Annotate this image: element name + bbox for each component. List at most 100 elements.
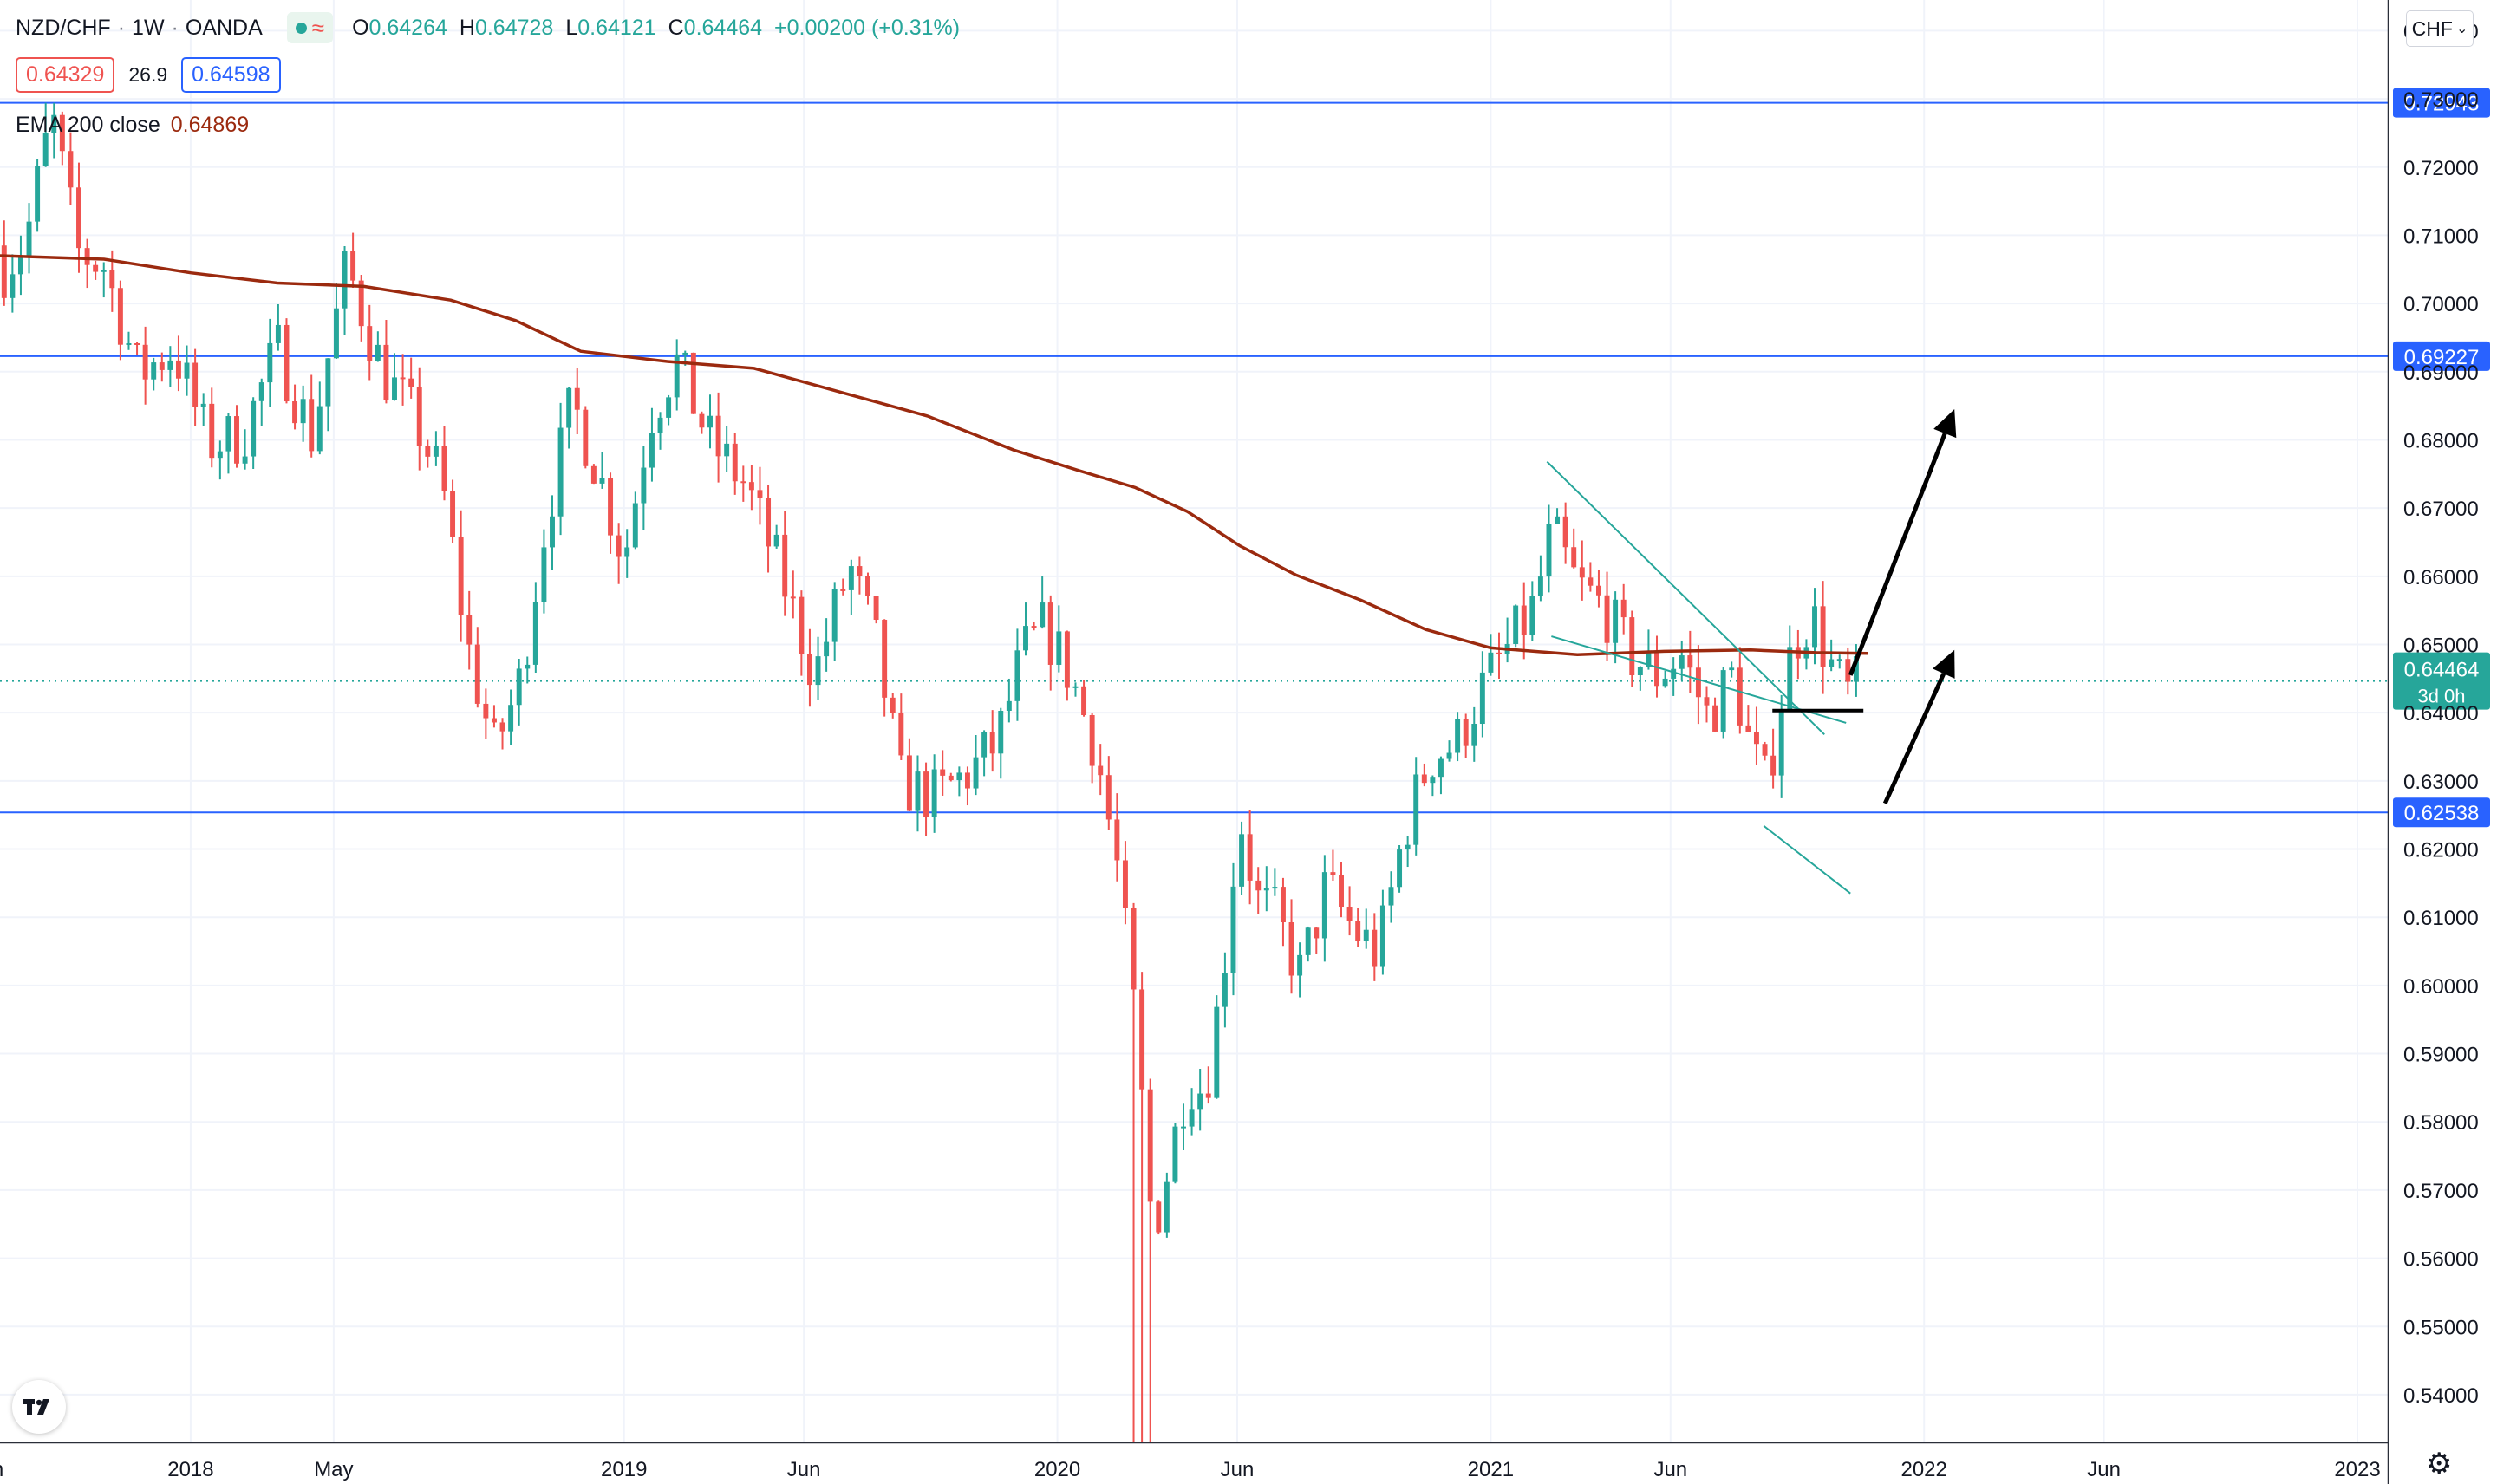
candle-down bbox=[142, 344, 148, 380]
arrow-head bbox=[1933, 409, 1957, 439]
candle-down bbox=[715, 415, 721, 457]
candle-up bbox=[641, 467, 647, 504]
buy-price-button[interactable]: 0.64598 bbox=[181, 57, 281, 93]
candle-up bbox=[1836, 659, 1842, 661]
candle-up bbox=[1646, 652, 1652, 667]
candle-down bbox=[948, 775, 954, 781]
candle-up bbox=[973, 757, 979, 789]
candle-up bbox=[10, 274, 16, 298]
candle-up bbox=[375, 344, 381, 361]
candle-down bbox=[1571, 547, 1577, 568]
candle-up bbox=[1812, 606, 1817, 648]
candle-down bbox=[1372, 929, 1378, 967]
candle-up bbox=[931, 769, 937, 817]
candle-down bbox=[898, 713, 904, 756]
price-tick-label: 0.67000 bbox=[2403, 498, 2479, 521]
arrow-shaft bbox=[1848, 433, 1947, 676]
candle-up bbox=[1189, 1109, 1195, 1127]
candle-up bbox=[151, 362, 157, 380]
bid-ask-row: 0.64329 26.9 0.64598 bbox=[16, 57, 281, 93]
bar-countdown-label: 3d 0h bbox=[2417, 686, 2465, 707]
candle-up bbox=[1513, 605, 1519, 644]
symbol-name[interactable]: NZD/CHF bbox=[16, 15, 111, 40]
candle-down bbox=[284, 324, 290, 402]
candle-down bbox=[1122, 860, 1128, 908]
price-tick-label: 0.64000 bbox=[2403, 702, 2479, 726]
candle-up bbox=[1546, 524, 1552, 577]
candle-down bbox=[416, 387, 422, 446]
tradingview-logo-icon[interactable] bbox=[12, 1380, 66, 1434]
candle-up bbox=[316, 406, 323, 452]
candle-down bbox=[1745, 725, 1751, 732]
candle-down bbox=[1047, 602, 1053, 665]
candle-down bbox=[882, 619, 888, 698]
candle-up bbox=[1413, 774, 1419, 845]
candle-down bbox=[865, 576, 870, 596]
price-tick-label: 0.55000 bbox=[2403, 1316, 2479, 1339]
price-tick-label: 0.56000 bbox=[2403, 1248, 2479, 1272]
candle-up bbox=[1637, 667, 1643, 675]
current-price-label: 0.64464 bbox=[2404, 659, 2480, 682]
currency-button[interactable]: CHF ⌄ bbox=[2406, 10, 2474, 47]
candle-down bbox=[209, 403, 215, 459]
candle-down bbox=[1629, 617, 1635, 675]
time-tick-label: 2023 bbox=[2334, 1458, 2380, 1481]
candle-up bbox=[1297, 954, 1303, 976]
candle-down bbox=[923, 771, 929, 817]
price-tick-label: 0.72000 bbox=[2403, 157, 2479, 180]
gear-icon[interactable]: ⚙ bbox=[2426, 1448, 2453, 1481]
candle-down bbox=[1156, 1201, 1162, 1233]
candle-up bbox=[848, 566, 854, 590]
price-tick-label: 0.66000 bbox=[2403, 566, 2479, 589]
candle-down bbox=[383, 344, 389, 400]
time-tick-label: Jun bbox=[1221, 1458, 1255, 1481]
candle-down bbox=[1089, 714, 1095, 766]
candle-up bbox=[1679, 655, 1685, 669]
price-tick-label: 0.59000 bbox=[2403, 1044, 2479, 1067]
candle-down bbox=[400, 377, 406, 380]
price-tick-label: 0.58000 bbox=[2403, 1111, 2479, 1135]
candle-down bbox=[358, 280, 364, 327]
candle-up bbox=[815, 656, 821, 686]
candle-down bbox=[367, 326, 373, 361]
candle-up bbox=[333, 308, 339, 359]
candle-down bbox=[1255, 880, 1262, 891]
candle-up bbox=[217, 451, 223, 459]
symbol-legend: NZD/CHF · 1W · OANDA ≈ O 0.64264 H 0.64728… bbox=[16, 12, 972, 43]
candle-up bbox=[1720, 670, 1726, 732]
candle-up bbox=[392, 377, 397, 400]
candle-up bbox=[184, 362, 190, 379]
candle-down bbox=[574, 387, 580, 410]
candle-down bbox=[1620, 599, 1627, 618]
candle-down bbox=[309, 399, 315, 452]
candle-down bbox=[1339, 875, 1344, 908]
candle-up bbox=[300, 399, 306, 424]
candle-up bbox=[831, 589, 838, 642]
open-label: O bbox=[352, 15, 369, 40]
candle-down bbox=[1654, 652, 1659, 687]
high-value: 0.64728 bbox=[474, 15, 554, 40]
low-value: 0.64121 bbox=[577, 15, 656, 40]
candle-up bbox=[1787, 647, 1793, 710]
candle-up bbox=[26, 221, 32, 257]
candle-down bbox=[1247, 834, 1253, 881]
candle-down bbox=[117, 288, 123, 345]
time-tick-label: 2020 bbox=[1034, 1458, 1080, 1481]
candle-up bbox=[1537, 576, 1543, 596]
market-status[interactable]: ≈ bbox=[286, 12, 334, 43]
candle-up bbox=[1363, 929, 1369, 941]
sell-price-button[interactable]: 0.64329 bbox=[16, 57, 115, 93]
candle-down bbox=[1288, 922, 1294, 976]
candle-up bbox=[915, 771, 921, 811]
time-tick-label: n bbox=[0, 1458, 3, 1481]
interval-label[interactable]: 1W bbox=[132, 15, 165, 40]
candle-up bbox=[516, 668, 522, 706]
spread-value: 26.9 bbox=[128, 63, 168, 86]
candle-up bbox=[773, 534, 779, 547]
indicator-legend[interactable]: EMA 200 close 0.64869 bbox=[16, 113, 249, 138]
candle-up bbox=[1613, 599, 1619, 643]
time-tick-label: 2019 bbox=[601, 1458, 647, 1481]
candle-down bbox=[458, 537, 464, 615]
candle-up bbox=[525, 664, 531, 669]
